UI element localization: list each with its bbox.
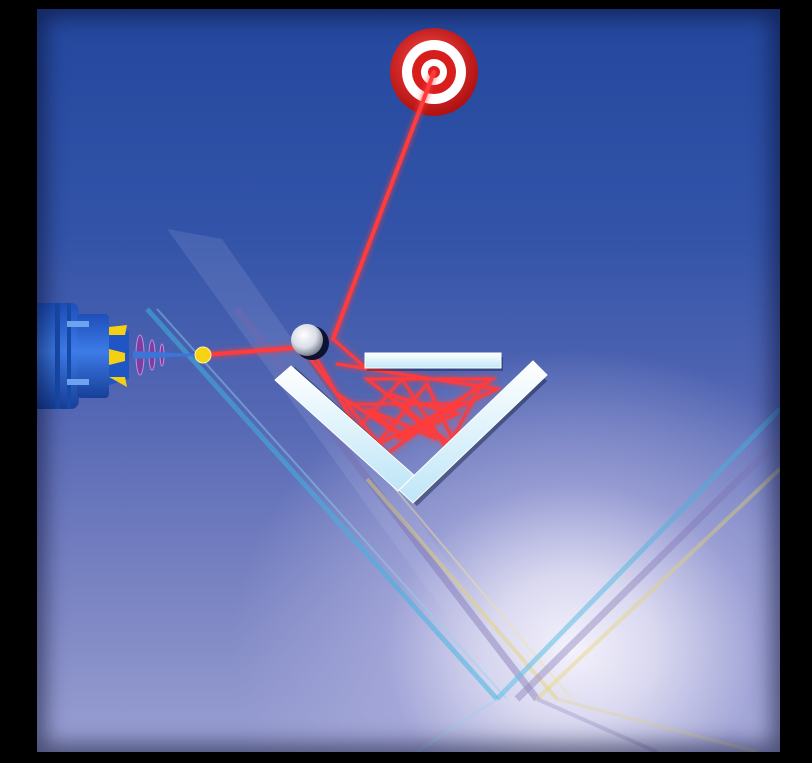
mirror-right[interactable]: [398, 360, 548, 506]
mirror-top[interactable]: [364, 352, 503, 371]
game-scene: [37, 28, 780, 752]
light-streaks: [145, 229, 780, 752]
pearl-ball-icon[interactable]: [291, 324, 329, 360]
playfield: [37, 9, 780, 752]
laser-cannon-icon[interactable]: [37, 301, 212, 411]
laser-beam: [201, 70, 503, 457]
